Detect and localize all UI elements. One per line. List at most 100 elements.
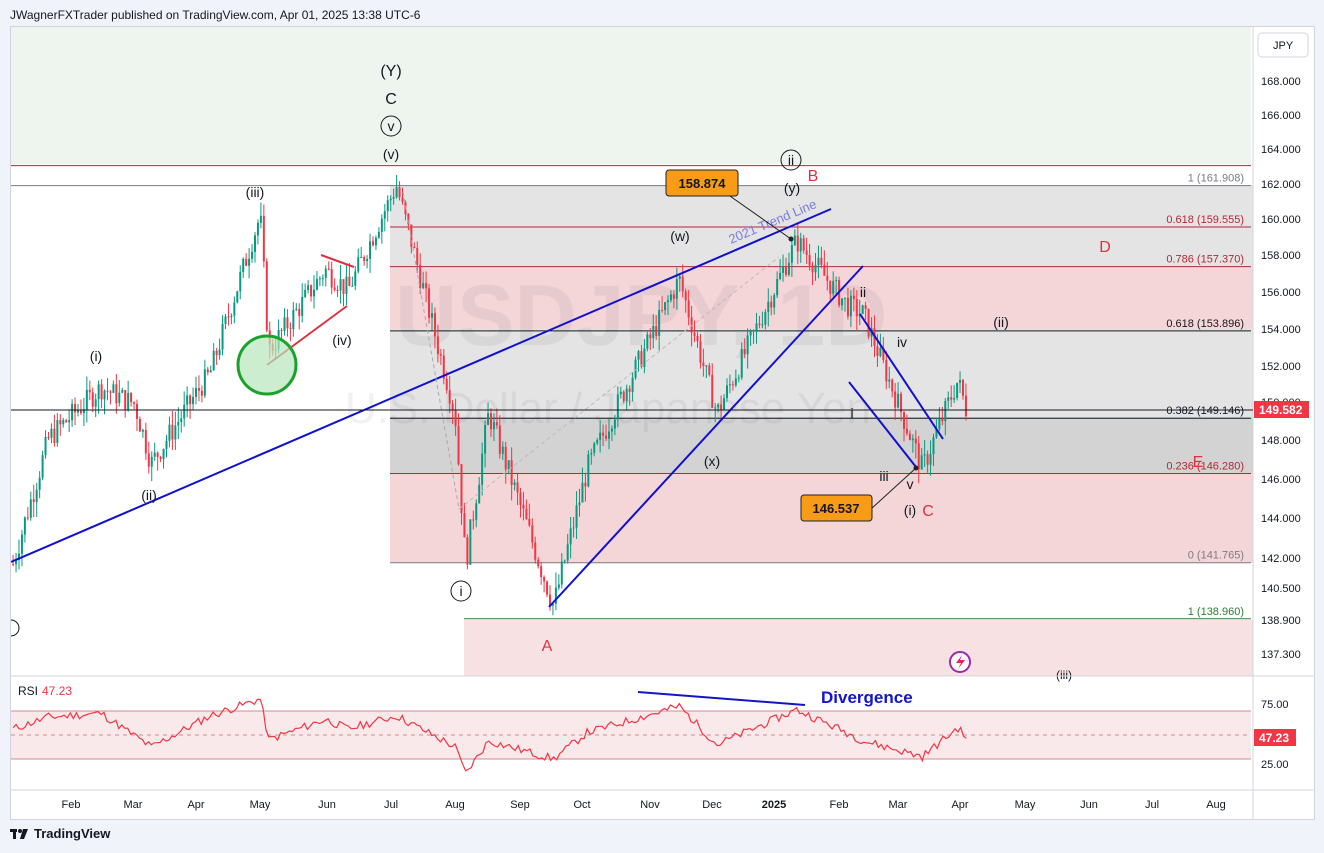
candle-body <box>321 277 324 279</box>
candle-body <box>575 505 578 528</box>
trendline-2021[interactable] <box>10 208 832 563</box>
candle-body <box>631 377 634 392</box>
candle-body <box>292 309 295 330</box>
candle-body <box>829 280 832 294</box>
wave-label-circled-i: i <box>459 583 462 599</box>
candle-body <box>221 323 224 350</box>
candle-body <box>280 329 283 331</box>
fib-levels: 1 (161.908) 0.618 (159.555) 0.786 (157.370… <box>11 165 1251 620</box>
fib-label: 0.236 (146.280) <box>1166 461 1244 473</box>
candle-body <box>537 559 540 567</box>
candle-body <box>746 335 749 355</box>
candle-body <box>669 294 672 301</box>
wave-label-w-paren: (w) <box>670 228 689 244</box>
candle-body <box>717 404 720 408</box>
tradingview-logo[interactable]: TradingView <box>10 826 110 841</box>
candle-body <box>543 577 546 582</box>
candle-body <box>531 525 534 543</box>
price-tick-label: 162.000 <box>1261 179 1301 191</box>
last-price-label: 149.582 <box>1259 403 1303 417</box>
candle-body <box>708 365 711 375</box>
candle-body <box>646 334 649 349</box>
candle-body <box>714 407 717 409</box>
candle-body <box>607 431 610 439</box>
candle-body <box>339 279 342 291</box>
red-trendline-upper[interactable] <box>320 254 355 268</box>
candle-body <box>366 258 369 261</box>
price-tick-label: 137.300 <box>1261 649 1301 661</box>
time-tick-label: 2025 <box>762 799 786 811</box>
fib-label: 1 (138.960) <box>1188 606 1244 618</box>
candle-body <box>357 257 360 272</box>
candle-body <box>634 359 637 378</box>
time-axis[interactable]: Feb Mar Apr May Jun Jul Aug Sep Oct Nov Dec 2025 Feb… <box>62 799 1226 811</box>
candle-body <box>324 268 327 278</box>
candle-body <box>649 334 652 339</box>
wedge-line-upper[interactable] <box>859 313 944 440</box>
candle-body <box>233 302 236 316</box>
candle-body <box>127 392 130 410</box>
candle-body <box>782 266 785 273</box>
candle-body <box>177 421 180 426</box>
candle-body <box>236 291 239 303</box>
candle-body <box>425 283 428 289</box>
time-tick-label: Nov <box>640 799 660 811</box>
candle-body <box>147 453 150 467</box>
candle-body <box>29 499 32 518</box>
candle-body <box>56 420 59 443</box>
tradingview-logo-icon <box>10 828 28 840</box>
callout-box-high[interactable] <box>665 169 739 197</box>
price-tick-label: 140.500 <box>1261 583 1301 595</box>
wave-label-i-paren: (i) <box>90 348 102 364</box>
candle-body <box>687 300 690 318</box>
chart-canvas[interactable]: 1 (161.908) 0.618 (159.555) 0.786 (157.370… <box>2 27 1314 819</box>
candle-body <box>546 581 549 595</box>
candle-body <box>215 350 218 356</box>
highlight-circle[interactable] <box>236 334 298 396</box>
candle-body <box>941 418 944 422</box>
candle-body <box>141 429 144 432</box>
currency-button[interactable] <box>1257 32 1309 58</box>
candle-body <box>109 391 112 393</box>
candle-body <box>613 419 616 429</box>
candle-body <box>436 336 439 355</box>
candle-body <box>138 418 141 432</box>
candle-body <box>560 561 563 585</box>
candle-body <box>841 298 844 306</box>
candle-body <box>758 323 761 326</box>
price-tick-label: 144.000 <box>1261 513 1301 525</box>
price-series <box>12 174 967 616</box>
wedge-line-lower[interactable] <box>848 381 917 468</box>
candle-body <box>218 349 221 356</box>
candle-body <box>790 245 793 263</box>
candle-body <box>380 218 383 232</box>
candle-body <box>920 455 923 470</box>
channel-line-lower[interactable] <box>548 265 864 608</box>
candle-body <box>428 288 431 318</box>
candle-body <box>301 296 304 316</box>
candle-body <box>867 308 870 337</box>
callout-box-low[interactable] <box>800 494 873 522</box>
price-axis[interactable]: 168.000 166.000 164.000 162.000 160.000 158.0… <box>1261 76 1301 661</box>
time-tick-label: Apr <box>951 799 968 811</box>
candle-body <box>563 560 566 562</box>
candle-body <box>239 271 242 292</box>
candle-body <box>481 453 484 485</box>
candle-body <box>369 241 372 259</box>
time-tick-label: Aug <box>1206 799 1226 811</box>
candle-body <box>823 264 826 276</box>
wave-label-i-small: i <box>850 405 853 421</box>
candle-body <box>200 390 203 396</box>
divergence-line[interactable] <box>637 691 806 706</box>
fib-dark-zone <box>390 417 1253 473</box>
rsi-title: RSI <box>18 684 38 698</box>
candle-body <box>534 542 537 560</box>
rsi-line <box>12 698 967 772</box>
candle-body <box>283 317 286 331</box>
candle-body <box>929 454 932 465</box>
candle-body <box>124 390 127 410</box>
candle-body <box>451 403 454 410</box>
candle-body <box>525 508 528 520</box>
candle-body <box>68 420 71 423</box>
candle-body <box>616 394 619 420</box>
